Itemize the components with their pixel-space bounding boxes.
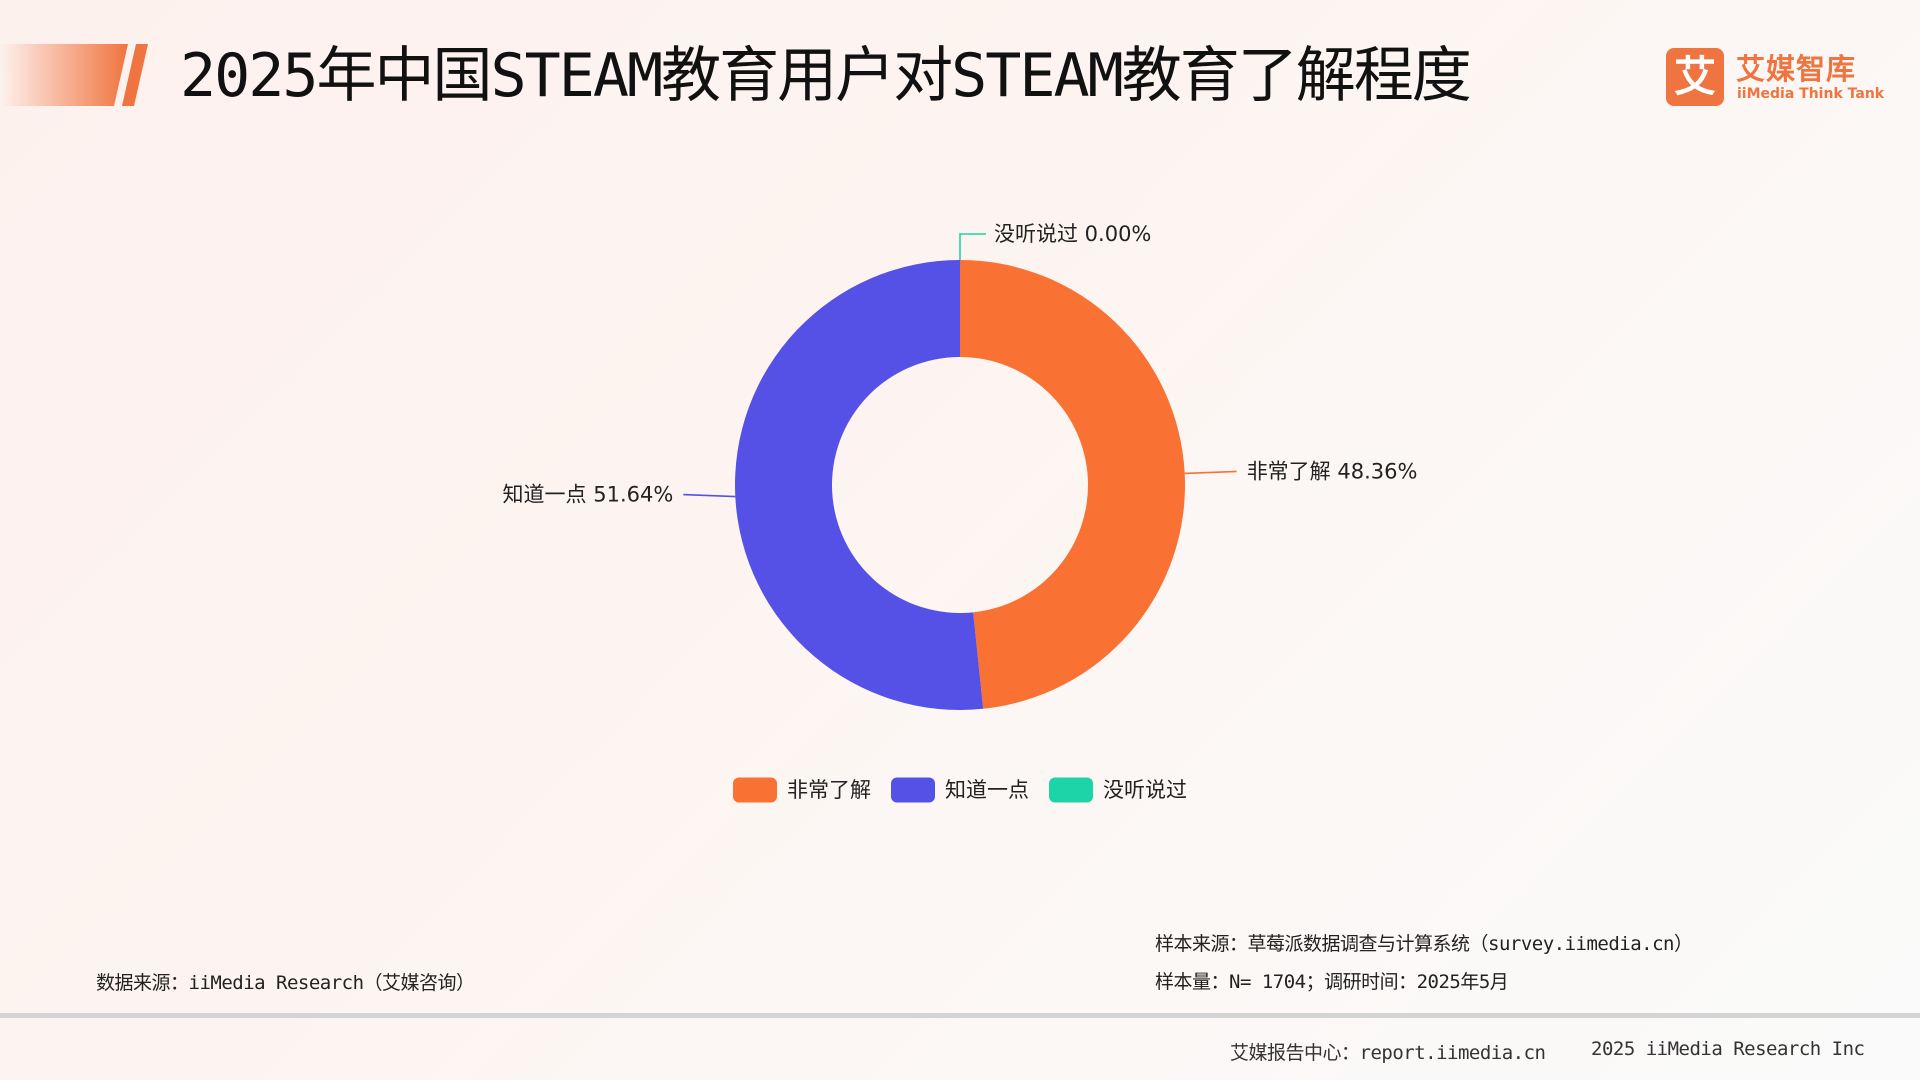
data-label-slice-1: 非常了解 48.36% [1247, 459, 1418, 483]
data-label-slice-3: 没听说过 0.00% [994, 222, 1151, 246]
brand-logo: 艾 艾媒智库 iiMedia Think Tank [1666, 46, 1884, 108]
brand-name-en: iiMedia Think Tank [1737, 86, 1885, 102]
legend-swatch-3 [1049, 777, 1093, 803]
legend-swatch-1 [733, 777, 777, 803]
data-source-note: 数据来源：iiMedia Research（艾媒咨询） [96, 972, 475, 994]
leader-line-slice-3 [959, 233, 986, 260]
donut-leader-lines [683, 233, 1237, 498]
data-label-slice-2: 知道一点 51.64% [503, 483, 674, 507]
legend-label-3: 没听说过 [1103, 778, 1187, 802]
legend-item-2[interactable]: 知道一点 [891, 777, 1029, 803]
legend-swatch-2 [891, 777, 935, 803]
brand-logo-mark: 艾 [1666, 48, 1724, 106]
footer-divider [0, 1013, 1920, 1018]
leader-line-slice-2 [683, 493, 736, 498]
chart-legend: 非常了解 知道一点 没听说过 [733, 777, 1187, 803]
sample-source-note: 样本来源：草莓派数据调查与计算系统（survey.iimedia.cn） [1155, 933, 1693, 955]
leader-line-slice-1 [1184, 470, 1237, 475]
donut-slice-2 [735, 260, 984, 710]
brand-name-cn: 艾媒智库 [1736, 52, 1857, 86]
legend-item-3[interactable]: 没听说过 [1049, 777, 1187, 803]
title-accent-bar [0, 44, 148, 106]
copyright-note: 2025 iiMedia Research Inc [1591, 1038, 1865, 1060]
donut-data-labels: 非常了解 48.36% 知道一点 51.64% 没听说过 0.00% [503, 222, 1418, 507]
donut-slice-1 [960, 260, 1186, 709]
legend-item-1[interactable]: 非常了解 [733, 777, 871, 803]
report-center-link[interactable]: 艾媒报告中心：report.iimedia.cn [1230, 1042, 1546, 1064]
page-title: 2025年中国STEAM教育用户对STEAM教育了解程度 [180, 41, 1472, 111]
legend-label-1: 非常了解 [787, 778, 871, 802]
donut-slices [735, 260, 1186, 710]
sample-size-note: 样本量：N= 1704；调研时间：2025年5月 [1155, 971, 1509, 993]
legend-label-2: 知道一点 [945, 778, 1029, 802]
